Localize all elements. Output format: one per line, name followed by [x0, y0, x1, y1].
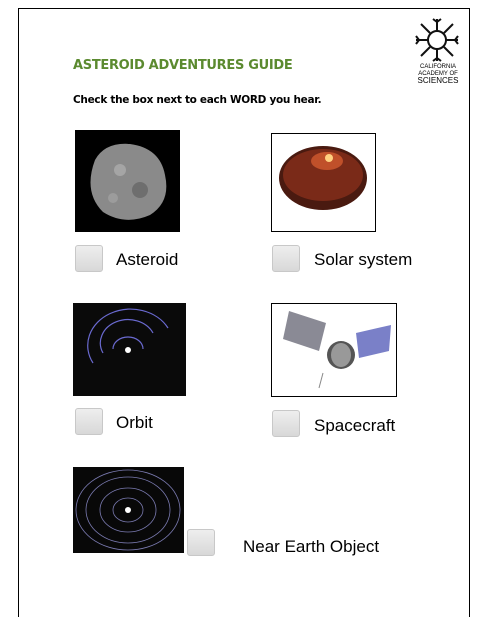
checkbox[interactable]: [75, 245, 103, 272]
word-label: Asteroid: [116, 250, 178, 270]
orbit-image: [73, 303, 186, 396]
logo-line: SCIENCES: [408, 77, 468, 85]
guide-title: ASTEROID ADVENTURES GUIDE: [73, 58, 293, 73]
near-earth-object-image: [73, 467, 184, 553]
logo-mark: [412, 16, 462, 64]
checkbox[interactable]: [75, 408, 103, 435]
instruction: Check the box next to each WORD you hear…: [73, 94, 321, 106]
word-label: Spacecraft: [314, 416, 395, 436]
page: CALIFORNIA ACADEMY OF SCIENCES ASTEROID …: [0, 0, 490, 617]
spacecraft-image: [271, 303, 397, 397]
checkbox[interactable]: [272, 410, 300, 437]
asteroid-image: [75, 130, 180, 232]
solar-system-image: [271, 133, 376, 232]
checkbox[interactable]: [272, 245, 300, 272]
word-label: Solar system: [314, 250, 412, 270]
checkbox[interactable]: [187, 529, 215, 556]
logo-text: CALIFORNIA ACADEMY OF SCIENCES: [408, 64, 468, 85]
word-label: Orbit: [116, 413, 153, 433]
word-label: Near Earth Object: [243, 537, 379, 557]
